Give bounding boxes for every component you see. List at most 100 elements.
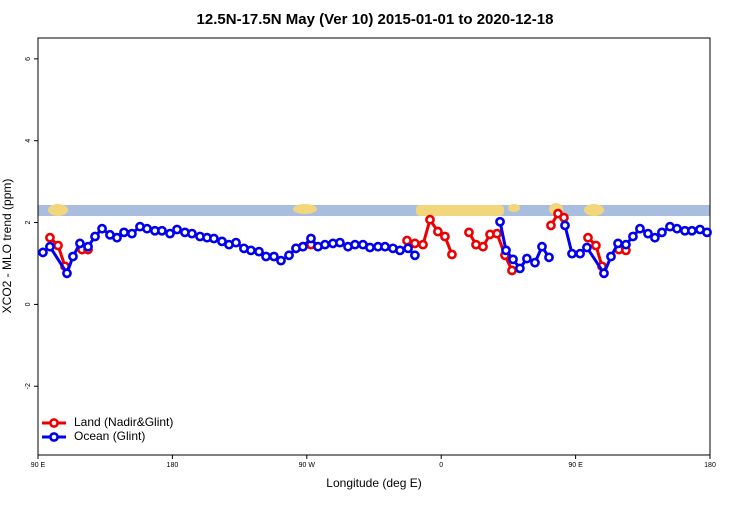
data-point [702,227,712,238]
data-point [410,238,420,249]
data-point [119,227,129,238]
data-point [365,242,375,253]
data-point [621,239,631,250]
data-point [507,265,517,276]
data-point [45,232,55,243]
data-point [508,254,518,265]
map-ocean [38,205,710,216]
data-point [68,251,78,262]
data-point [97,223,107,234]
data-point [112,232,122,243]
chart-title: 12.5N-17.5N May (Ver 10) 2015-01-01 to 2… [197,11,554,28]
data-point [187,228,197,239]
data-point [157,225,167,236]
data-point [165,228,175,239]
data-point [530,257,540,268]
data-point [492,228,502,239]
data-point [335,237,345,248]
data-point [575,248,585,259]
data-point [45,241,55,252]
data-point [546,220,556,231]
data-point [447,249,457,260]
data-point [209,233,219,244]
data-point [261,251,271,262]
data-point [254,246,264,257]
data-point [606,251,616,262]
data-point [298,241,308,252]
data-point [613,238,623,249]
data-point [635,223,645,234]
data-point [284,250,294,261]
legend-marker [49,432,59,442]
data-point [440,231,450,242]
data-point [410,250,420,261]
data-point [433,226,443,237]
data-point [75,238,85,249]
data-point [246,245,256,256]
data-point [62,268,72,279]
x-axis-label: Longitude (deg E) [326,476,421,490]
map-land [293,204,317,214]
x-tick-label: 90 W [299,462,316,469]
x-tick-label: 90 E [568,462,583,469]
data-point [544,252,554,263]
data-point [276,255,286,266]
data-point [269,251,279,262]
data-point [478,241,488,252]
y-tick-label: -2 [25,383,32,389]
data-point [380,241,390,252]
data-point [582,242,592,253]
legend-label: Land (Nadir&Glint) [74,415,173,429]
x-tick-label: 0 [439,462,443,469]
data-point [425,214,435,225]
data-point [350,239,360,250]
x-tick-label: 90 E [31,462,46,469]
data-point [649,232,660,243]
map-land [48,204,68,216]
data-point [522,253,532,264]
data-point [599,268,609,279]
data-point [560,220,570,231]
plot-frame [37,37,711,456]
data-point [90,231,100,242]
data-point [306,233,316,244]
y-axis-label: XCO2 - MLO trend (ppm) [0,179,14,314]
map-strip [38,203,710,216]
legend-marker [49,418,59,428]
y-tick-label: 6 [25,57,32,61]
data-point [403,243,413,254]
data-point [537,241,547,252]
data-point [320,239,330,250]
data-point [402,235,412,246]
y-tick-label: 4 [25,139,32,143]
data-point [687,225,697,236]
data-point [231,237,241,248]
map-land [584,204,604,216]
data-point [583,232,593,243]
data-point [53,240,63,251]
data-point [672,223,682,234]
data-point [83,241,93,252]
data-point [501,245,511,256]
data-point [395,245,405,256]
x-tick-label: 180 [167,462,179,469]
map-land [416,205,504,216]
data-point [559,212,569,223]
data-point [514,263,525,274]
data-point [643,228,653,239]
data-point [495,216,505,227]
y-tick-label: 2 [25,221,32,225]
data-point [591,240,601,251]
data-point [127,228,137,239]
map-land [508,204,520,212]
x-tick-label: 180 [704,462,716,469]
data-point [657,227,667,238]
data-point [464,227,474,238]
data-point [567,248,577,259]
y-tick-label: 0 [25,302,32,306]
data-point [38,247,48,258]
legend-label: Ocean (Glint) [74,429,145,443]
data-point [172,224,182,235]
data-point [142,223,152,234]
